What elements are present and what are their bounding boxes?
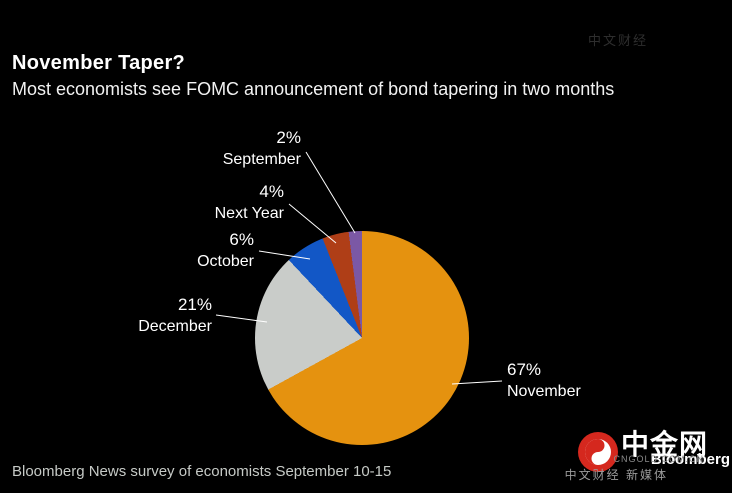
slice-label: Next Year xyxy=(214,205,284,222)
callout-october: 6% October xyxy=(197,229,254,272)
callout-september: 2% September xyxy=(223,127,301,170)
chart-title: November Taper? xyxy=(12,52,186,74)
slice-percent: 67% xyxy=(507,360,542,379)
slice-percent: 6% xyxy=(229,230,254,249)
brand-domain: CNGOLD.COM.CN xyxy=(613,454,704,464)
brand-tagline: 中文财经 新媒体 xyxy=(564,468,668,482)
brand-name: 中金网 xyxy=(620,429,708,460)
leader-line-september xyxy=(305,151,356,234)
slice-percent: 21% xyxy=(177,295,212,314)
slice-percent: 2% xyxy=(276,128,301,147)
callout-next-year: 4% Next Year xyxy=(215,181,284,224)
pie-chart xyxy=(255,231,469,445)
slice-percent: 4% xyxy=(259,182,284,201)
top-right-watermark: 中文财经 xyxy=(587,33,648,48)
callout-december: 21% December xyxy=(138,294,212,337)
slice-label: September xyxy=(222,151,301,168)
callout-november: 67% November xyxy=(507,359,581,402)
slice-label: December xyxy=(138,318,212,335)
slice-label: October xyxy=(197,253,254,270)
bloomberg-watermark: Bloomberg xyxy=(650,451,730,468)
slice-label: November xyxy=(507,383,581,400)
chart-subtitle: Most economists see FOMC announcement of… xyxy=(12,79,615,99)
source-note: Bloomberg News survey of economists Sept… xyxy=(12,463,392,480)
cngold-logo-icon xyxy=(578,432,618,472)
